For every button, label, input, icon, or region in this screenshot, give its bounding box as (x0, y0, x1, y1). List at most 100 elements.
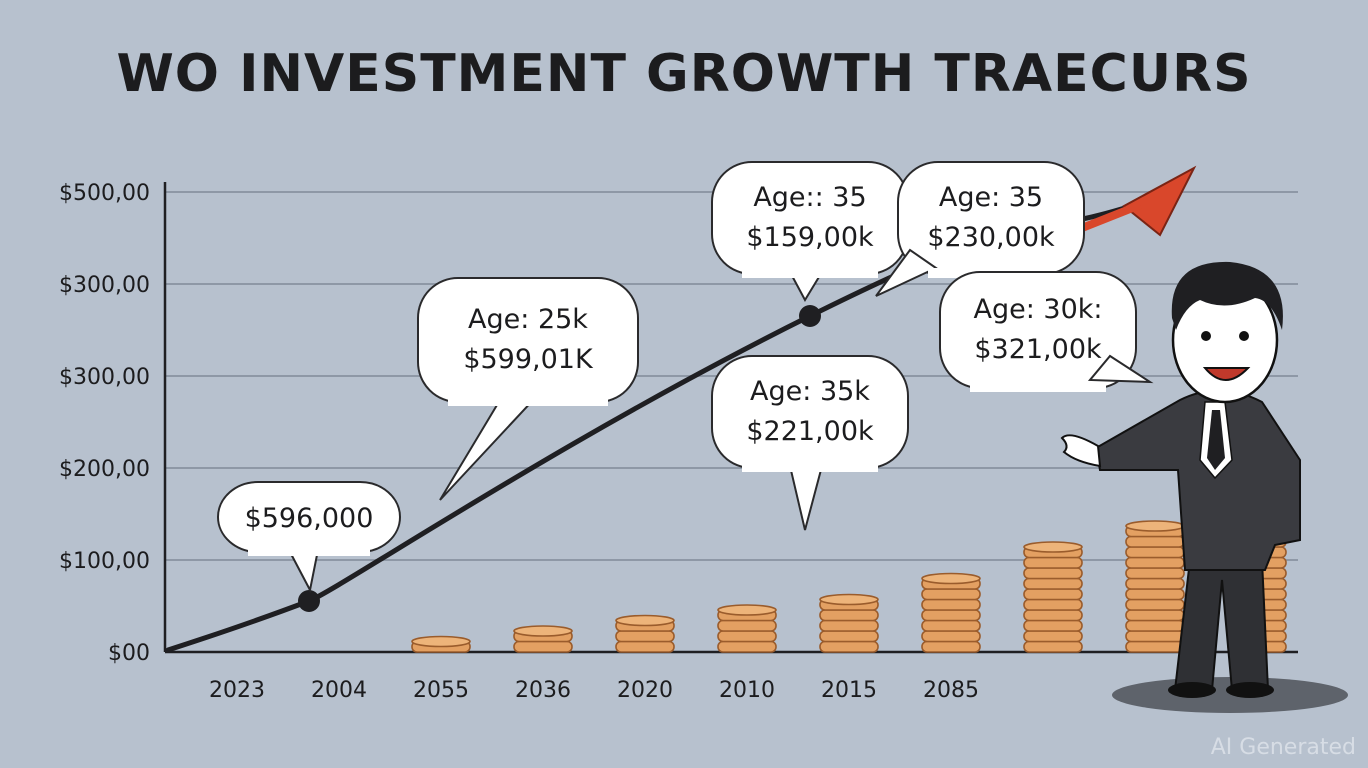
coin-top (1125, 520, 1185, 532)
annotation-text: $230,00k (927, 222, 1055, 253)
coin (1125, 577, 1185, 590)
x-tick-label: 2085 (923, 678, 979, 703)
data-point-marker (298, 590, 320, 612)
coin-top (411, 635, 471, 648)
coin (1023, 577, 1083, 590)
coin (1125, 567, 1185, 580)
bubble-mask (248, 546, 370, 556)
x-tick-label: 2020 (617, 678, 673, 703)
annotation-bubble: Age: 25k $599,01K (417, 277, 639, 501)
annotation-text: $599,01K (463, 344, 594, 375)
annotation-bubble: $596,000 (217, 481, 401, 593)
coin-top (513, 625, 573, 637)
coin (819, 609, 879, 622)
bubble-mask (448, 396, 608, 406)
coin-stack (411, 635, 471, 653)
bubble-body (711, 161, 909, 275)
y-tick-label: $100,00 (59, 549, 150, 574)
y-tick-label: $200,00 (59, 457, 150, 482)
coin (615, 630, 675, 643)
hair (1171, 261, 1283, 330)
tie (1207, 410, 1225, 470)
coin (921, 640, 981, 653)
x-tick-label: 2015 (821, 678, 877, 703)
coin (1125, 546, 1185, 559)
coin (1125, 598, 1185, 611)
annotation-bubble: Age: 30k: $321,00k (939, 271, 1154, 392)
annotation-text: $596,000 (245, 503, 374, 534)
y-tick-label: $00 (108, 641, 150, 666)
annotation-text: $321,00k (974, 334, 1102, 365)
annotation-text: $159,00k (746, 222, 874, 253)
coin (819, 619, 879, 632)
coin (1023, 640, 1083, 653)
arrow-shaft (1080, 201, 1142, 232)
coin (717, 640, 777, 653)
x-tick-label: 2023 (209, 678, 265, 703)
chart-title: WO INVESTMENT GROWTH TRAECURS (116, 44, 1252, 104)
annotation-text: Age:: 35 (753, 182, 866, 213)
watermark: AI Generated (1210, 735, 1356, 760)
shoe (1168, 682, 1216, 698)
bubble-tail (875, 248, 939, 297)
annotation-text: Age: 25k (468, 304, 588, 335)
shoe (1226, 682, 1274, 698)
coin (717, 630, 777, 643)
annotation-text: Age: 30k: (974, 294, 1103, 325)
mouth (1202, 367, 1251, 381)
annotation-text: $221,00k (746, 416, 874, 447)
y-tick-label: $500,00 (59, 181, 150, 206)
bubble-body (417, 277, 639, 403)
coin-top (819, 593, 879, 606)
coin (717, 619, 777, 632)
annotation-bubble: Age: 35k $221,00k (711, 355, 909, 531)
coin (921, 619, 981, 632)
coin-stack (615, 614, 675, 653)
coin-stack (717, 604, 777, 653)
coin (819, 630, 879, 643)
bubble-mask (970, 382, 1106, 392)
coin (1125, 640, 1185, 653)
coin (1125, 609, 1185, 622)
data-point-marker (799, 305, 821, 327)
x-tick-label: 2004 (311, 678, 367, 703)
coin (921, 598, 981, 611)
bubble-mask (742, 462, 878, 472)
coin (1023, 630, 1083, 643)
coin (1125, 619, 1185, 632)
x-tick-label: 2055 (413, 678, 469, 703)
annotation-text: Age: 35k (750, 376, 870, 407)
x-tick-label: 2010 (719, 678, 775, 703)
coin (819, 640, 879, 653)
x-tick-label: 2036 (515, 678, 571, 703)
coin-top (921, 572, 981, 585)
coin-stack (921, 572, 981, 653)
businessman-pointing-icon (1060, 261, 1348, 713)
bubble-tail (788, 465, 824, 531)
y-tick-label: $300,00 (59, 273, 150, 298)
hand (1060, 434, 1102, 468)
coin (1125, 556, 1185, 569)
growth-arrow (1122, 165, 1197, 237)
coin (1125, 588, 1185, 601)
coin (1023, 556, 1083, 569)
bubble-body (897, 161, 1085, 275)
coin (615, 640, 675, 653)
coin-stack (1023, 541, 1083, 653)
coin-stack (513, 625, 573, 653)
coin (921, 588, 981, 601)
coin-top (615, 614, 675, 627)
coin (921, 609, 981, 622)
bubble-tail (439, 396, 538, 501)
coin (1023, 619, 1083, 632)
eye (1239, 331, 1249, 341)
coin-stack (819, 593, 879, 653)
bubble-body (711, 355, 909, 469)
coin (513, 640, 573, 653)
coin (1023, 567, 1083, 580)
coin (1125, 535, 1185, 548)
annotation-text: Age: 35 (939, 182, 1043, 213)
shadow (1112, 677, 1348, 713)
